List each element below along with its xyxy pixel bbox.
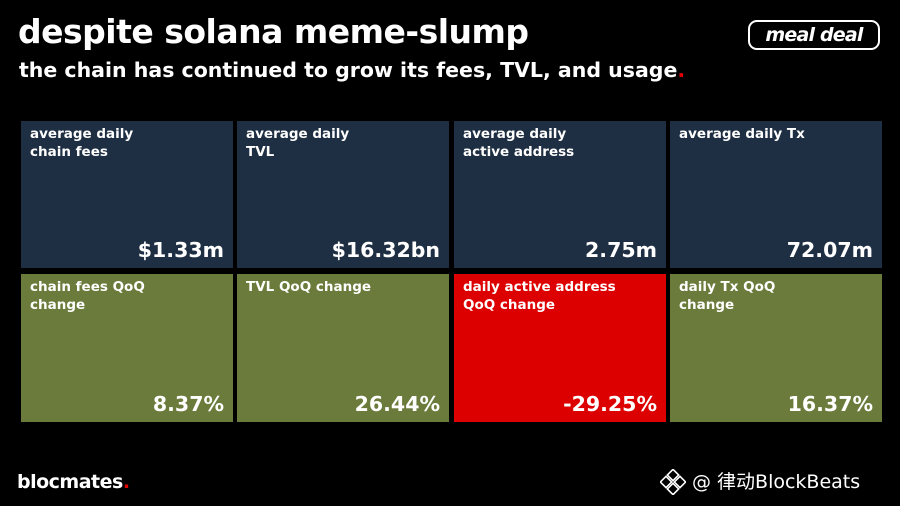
- logo-text: meal deal: [765, 24, 863, 46]
- metric-value: $1.33m: [137, 238, 224, 262]
- metric-label: average daily chain fees: [30, 125, 180, 161]
- change-card-tx: daily Tx QoQ change 16.37%: [670, 274, 882, 422]
- label-line: average daily: [463, 126, 567, 142]
- label-line: daily Tx QoQ: [679, 279, 776, 295]
- change-label: chain fees QoQ change: [30, 278, 180, 314]
- change-value: 16.37%: [787, 392, 873, 416]
- change-card-active-address: daily active address QoQ change -29.25%: [454, 274, 666, 422]
- change-label: daily active address QoQ change: [463, 278, 663, 314]
- change-card-tvl: TVL QoQ change 26.44%: [237, 274, 449, 422]
- metric-card-chain-fees: average daily chain fees $1.33m: [21, 121, 233, 268]
- label-line: active address: [463, 144, 575, 160]
- change-value: 26.44%: [354, 392, 440, 416]
- label-line: chain fees: [30, 144, 108, 160]
- label-line: TVL QoQ change: [246, 279, 372, 295]
- page-title: despite solana meme-slump: [18, 12, 529, 51]
- label-line: change: [679, 297, 735, 313]
- change-label: TVL QoQ change: [246, 278, 396, 296]
- metric-label: average daily Tx: [679, 125, 829, 143]
- metric-card-tx: average daily Tx 72.07m: [670, 121, 882, 268]
- watermark-text: @ 律动BlockBeats: [692, 471, 861, 493]
- metric-label: average daily TVL: [246, 125, 396, 161]
- brand-text: blocmates: [17, 471, 123, 493]
- metric-value: 72.07m: [786, 238, 873, 262]
- label-line: average daily: [246, 126, 350, 142]
- label-line: TVL: [246, 144, 275, 160]
- watermark: @ 律动BlockBeats: [660, 468, 860, 496]
- label-line: change: [30, 297, 86, 313]
- change-card-chain-fees: chain fees QoQ change 8.37%: [21, 274, 233, 422]
- metric-value: 2.75m: [585, 238, 657, 262]
- label-line: average daily Tx: [679, 126, 805, 142]
- change-value: -29.25%: [563, 392, 657, 416]
- brand-dot: .: [122, 471, 130, 493]
- metric-label: average daily active address: [463, 125, 613, 161]
- change-label: daily Tx QoQ change: [679, 278, 829, 314]
- blocmates-brand: blocmates.: [17, 469, 130, 495]
- page-subtitle: the chain has continued to grow its fees…: [19, 56, 685, 84]
- label-line: average daily: [30, 126, 134, 142]
- change-value: 8.37%: [152, 392, 224, 416]
- metric-value: $16.32bn: [331, 238, 440, 262]
- meal-deal-logo: meal deal: [748, 20, 880, 50]
- label-line: QoQ change: [463, 297, 556, 313]
- metric-card-tvl: average daily TVL $16.32bn: [237, 121, 449, 268]
- subtitle-dot: .: [677, 58, 686, 82]
- metric-card-active-address: average daily active address 2.75m: [454, 121, 666, 268]
- label-line: chain fees QoQ: [30, 279, 145, 295]
- subtitle-text: the chain has continued to grow its fees…: [19, 58, 678, 82]
- label-line: daily active address: [463, 279, 616, 295]
- metrics-grid: average daily chain fees $1.33m average …: [21, 121, 883, 422]
- blockbeats-logo-icon: [660, 469, 686, 495]
